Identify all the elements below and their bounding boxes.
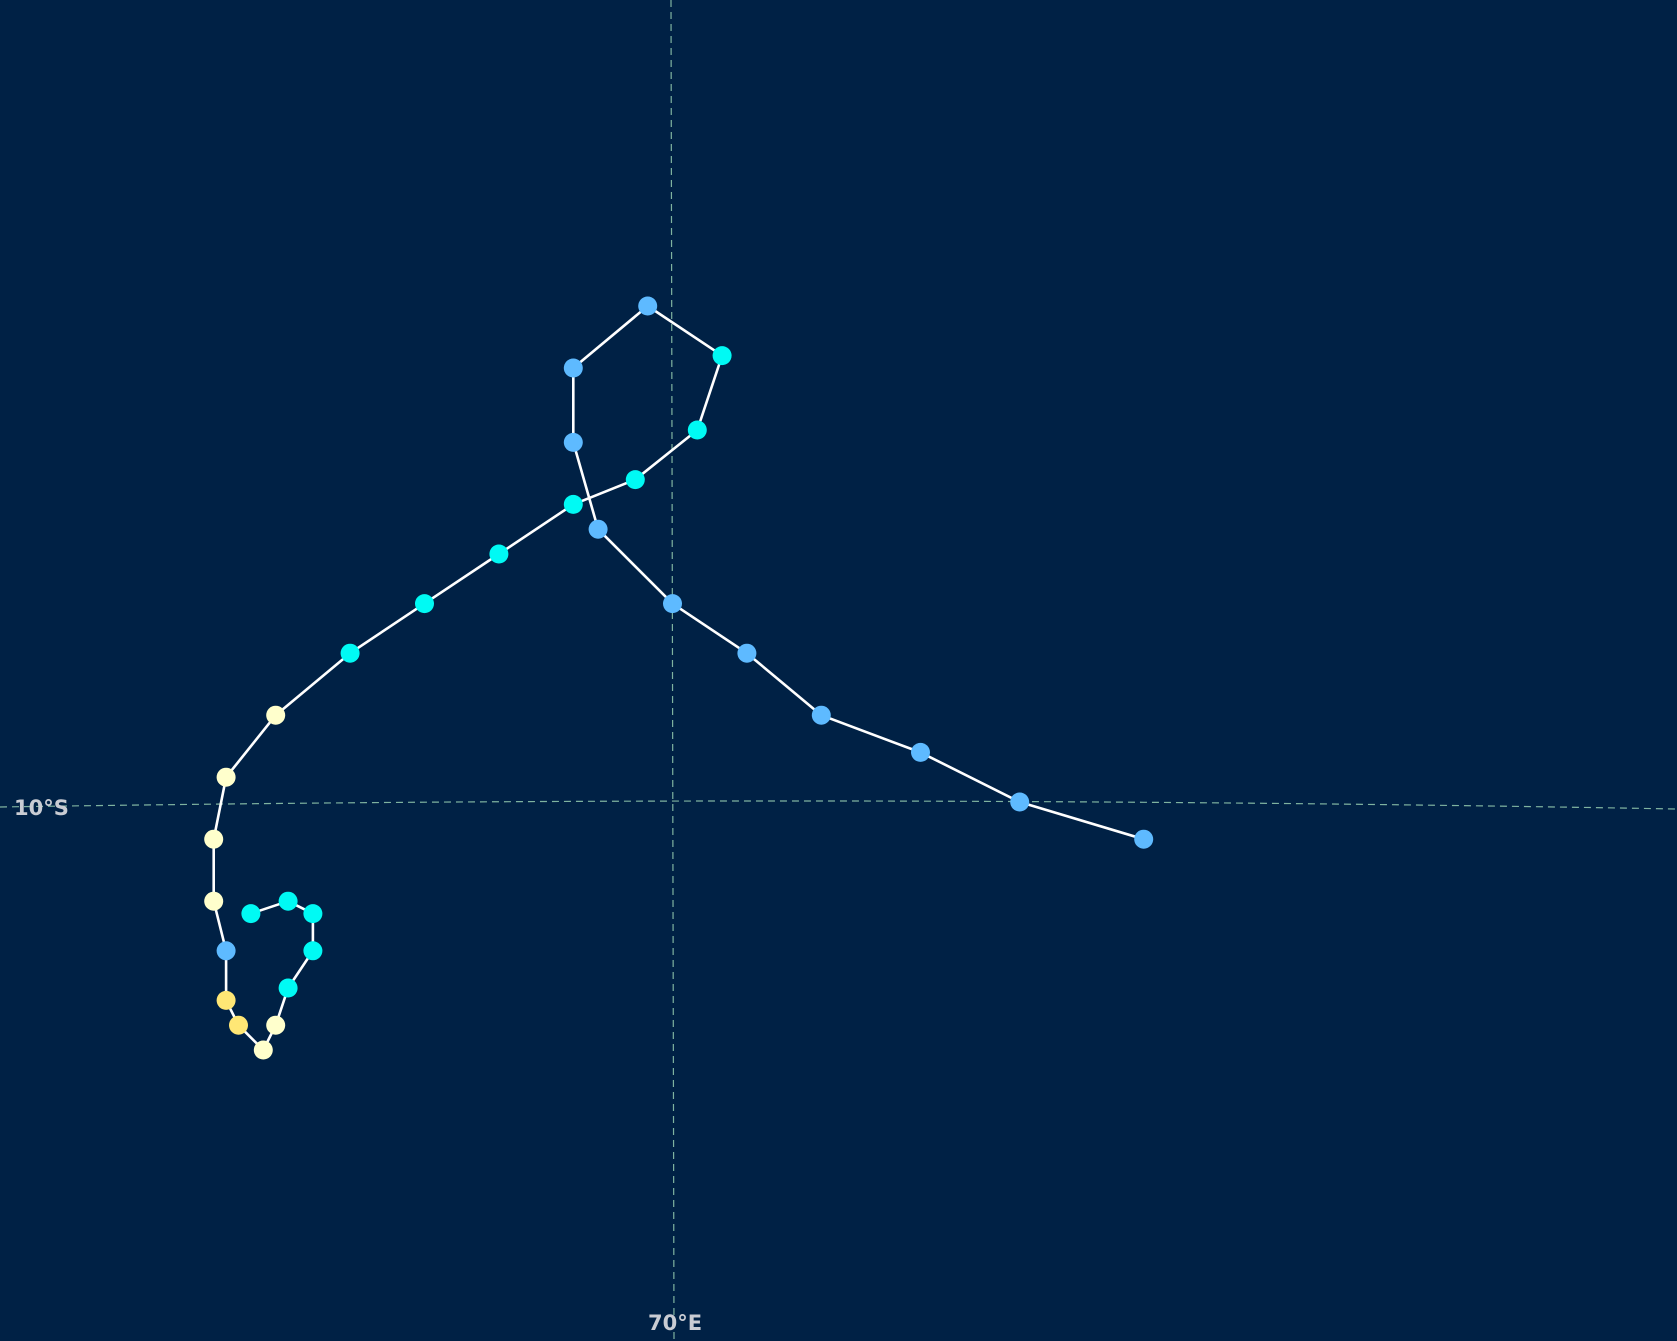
- track-point-10: [638, 296, 658, 316]
- track-point-12: [687, 420, 707, 440]
- longitude-gridline: [670, 0, 675, 1341]
- track-point-5: [737, 643, 757, 663]
- track-point-4: [811, 705, 831, 725]
- track-points: [204, 296, 1154, 1060]
- track-point-9: [563, 358, 583, 378]
- track-point-26: [266, 1015, 286, 1035]
- longitude-label: 70°E: [648, 1311, 702, 1335]
- track-point-16: [415, 594, 434, 614]
- track-point-21: [204, 891, 224, 911]
- track-point-28: [303, 941, 323, 961]
- track-point-6: [663, 594, 682, 614]
- track-point-31: [241, 904, 261, 924]
- track-point-2: [1010, 792, 1030, 812]
- track-point-30: [278, 891, 298, 911]
- latitude-label: 10°S: [14, 796, 69, 820]
- latitude-gridline: [0, 800, 1677, 810]
- track-point-24: [229, 1015, 248, 1035]
- track-point-1: [1134, 829, 1154, 849]
- track-point-22: [216, 941, 236, 961]
- track-point-29: [303, 904, 323, 924]
- track-point-14: [563, 494, 583, 514]
- track-point-18: [266, 705, 286, 725]
- track-point-15: [489, 544, 509, 564]
- track-point-17: [340, 643, 360, 663]
- track-point-27: [278, 978, 298, 998]
- track-point-13: [625, 470, 645, 490]
- track-point-7: [588, 519, 608, 539]
- track-point-20: [204, 829, 224, 849]
- track-point-23: [216, 990, 236, 1010]
- track-point-25: [253, 1040, 273, 1060]
- track-point-3: [911, 742, 930, 762]
- track-point-19: [216, 767, 236, 787]
- track-point-8: [563, 432, 583, 452]
- track-point-11: [712, 346, 732, 366]
- storm-track: [204, 296, 1154, 1060]
